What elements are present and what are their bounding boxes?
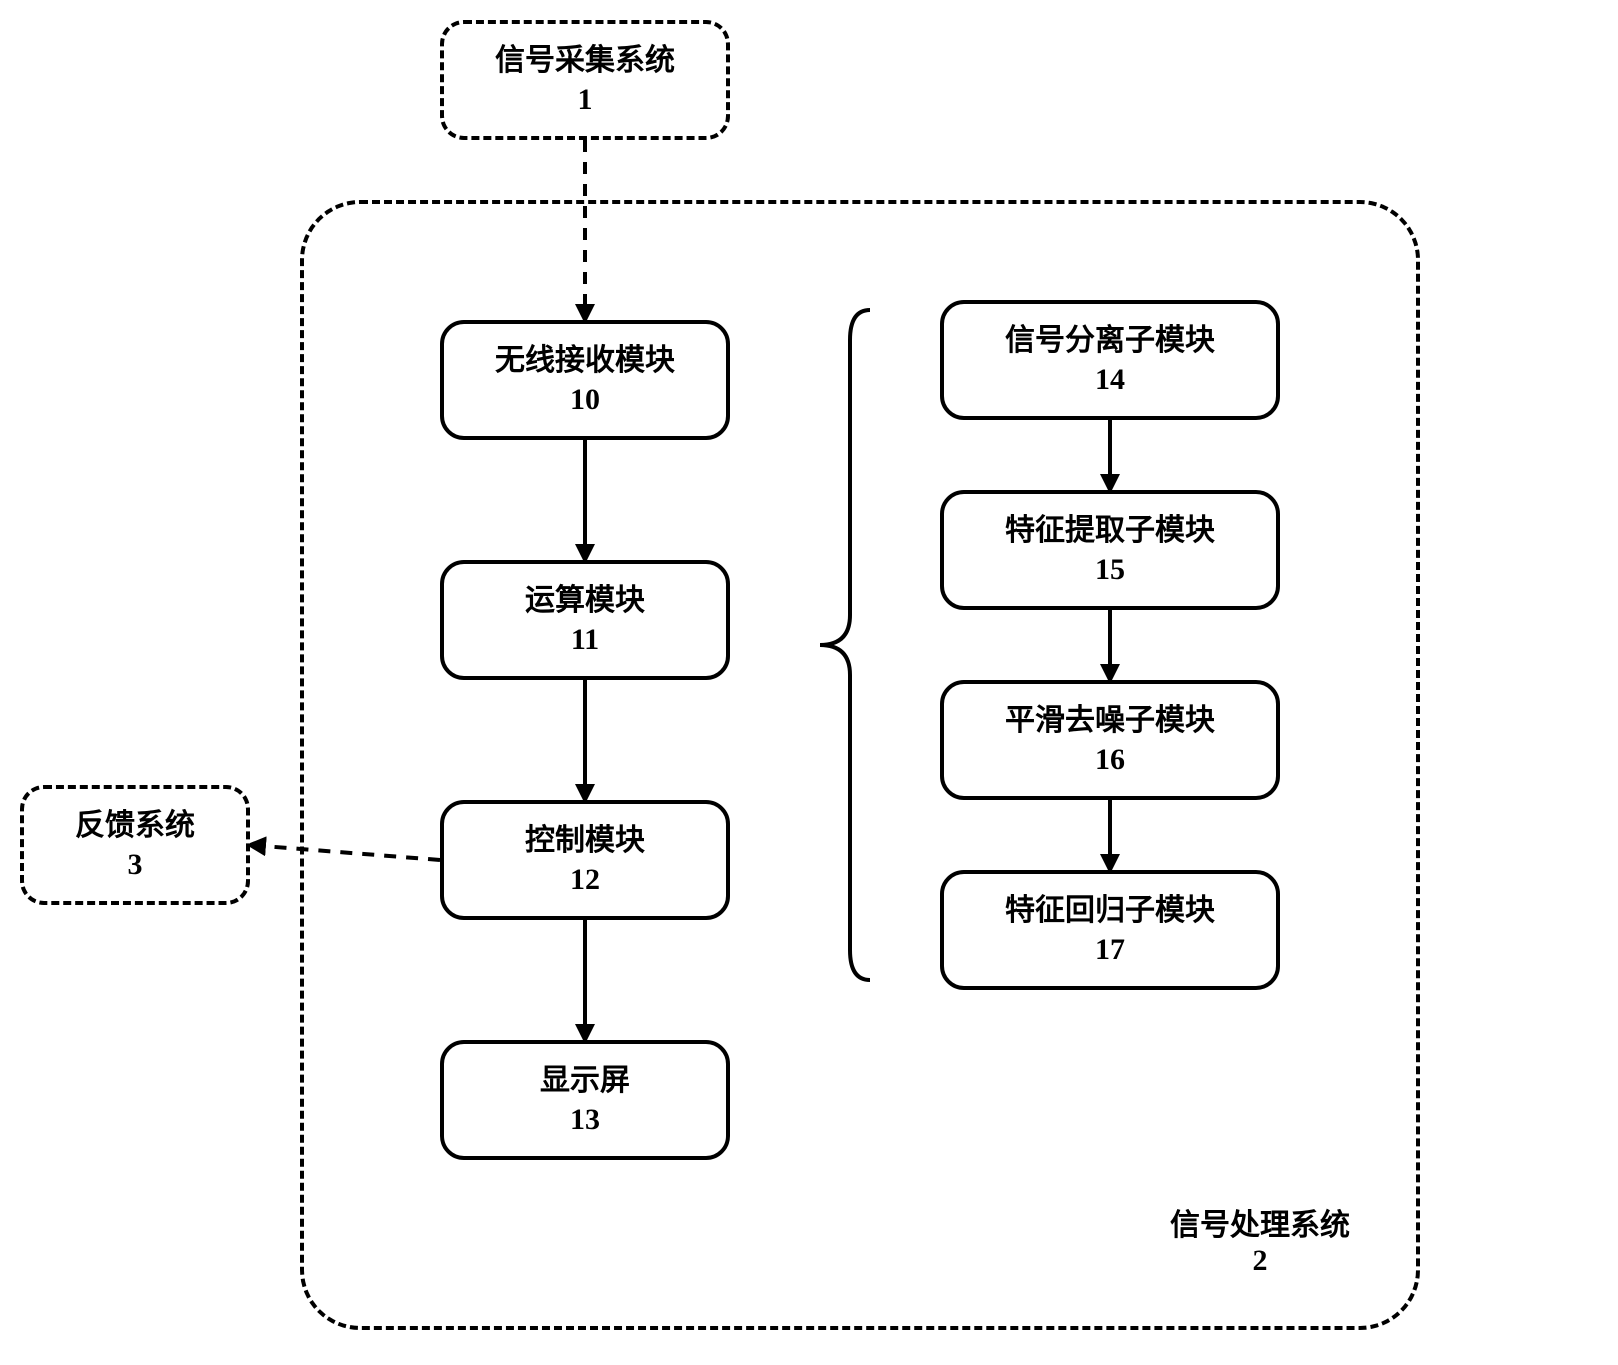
node-feat_ext-num: 15 <box>1095 550 1125 589</box>
node-display-num: 13 <box>570 1100 600 1139</box>
node-feat_reg-title: 特征回归子模块 <box>1005 891 1215 930</box>
node-smooth-num: 16 <box>1095 740 1125 779</box>
node-signal_acq-title: 信号采集系统 <box>495 41 675 80</box>
node-signal_acq: 信号采集系统1 <box>440 20 730 140</box>
node-control-title: 控制模块 <box>525 821 645 860</box>
node-display: 显示屏13 <box>440 1040 730 1160</box>
node-feedback-num: 3 <box>128 845 143 884</box>
container-title: 信号处理系统 <box>1170 1200 1350 1244</box>
node-sig_sep-title: 信号分离子模块 <box>1005 321 1215 360</box>
node-smooth-title: 平滑去噪子模块 <box>1005 701 1215 740</box>
node-feat_ext: 特征提取子模块15 <box>940 490 1280 610</box>
node-display-title: 显示屏 <box>540 1061 630 1100</box>
node-smooth: 平滑去噪子模块16 <box>940 680 1280 800</box>
node-feedback: 反馈系统3 <box>20 785 250 905</box>
node-feat_reg: 特征回归子模块17 <box>940 870 1280 990</box>
container-label: 信号处理系统2 <box>1170 1200 1350 1278</box>
node-compute-title: 运算模块 <box>525 581 645 620</box>
node-wireless_rx-num: 10 <box>570 380 600 419</box>
node-sig_sep: 信号分离子模块14 <box>940 300 1280 420</box>
node-wireless_rx-title: 无线接收模块 <box>495 341 675 380</box>
node-sig_sep-num: 14 <box>1095 360 1125 399</box>
node-wireless_rx: 无线接收模块10 <box>440 320 730 440</box>
node-feat_ext-title: 特征提取子模块 <box>1005 511 1215 550</box>
node-compute-num: 11 <box>571 620 599 659</box>
node-signal_acq-num: 1 <box>578 80 593 119</box>
node-feat_reg-num: 17 <box>1095 930 1125 969</box>
node-control-num: 12 <box>570 860 600 899</box>
node-control: 控制模块12 <box>440 800 730 920</box>
container-num: 2 <box>1170 1244 1350 1278</box>
node-feedback-title: 反馈系统 <box>75 806 195 845</box>
node-compute: 运算模块11 <box>440 560 730 680</box>
